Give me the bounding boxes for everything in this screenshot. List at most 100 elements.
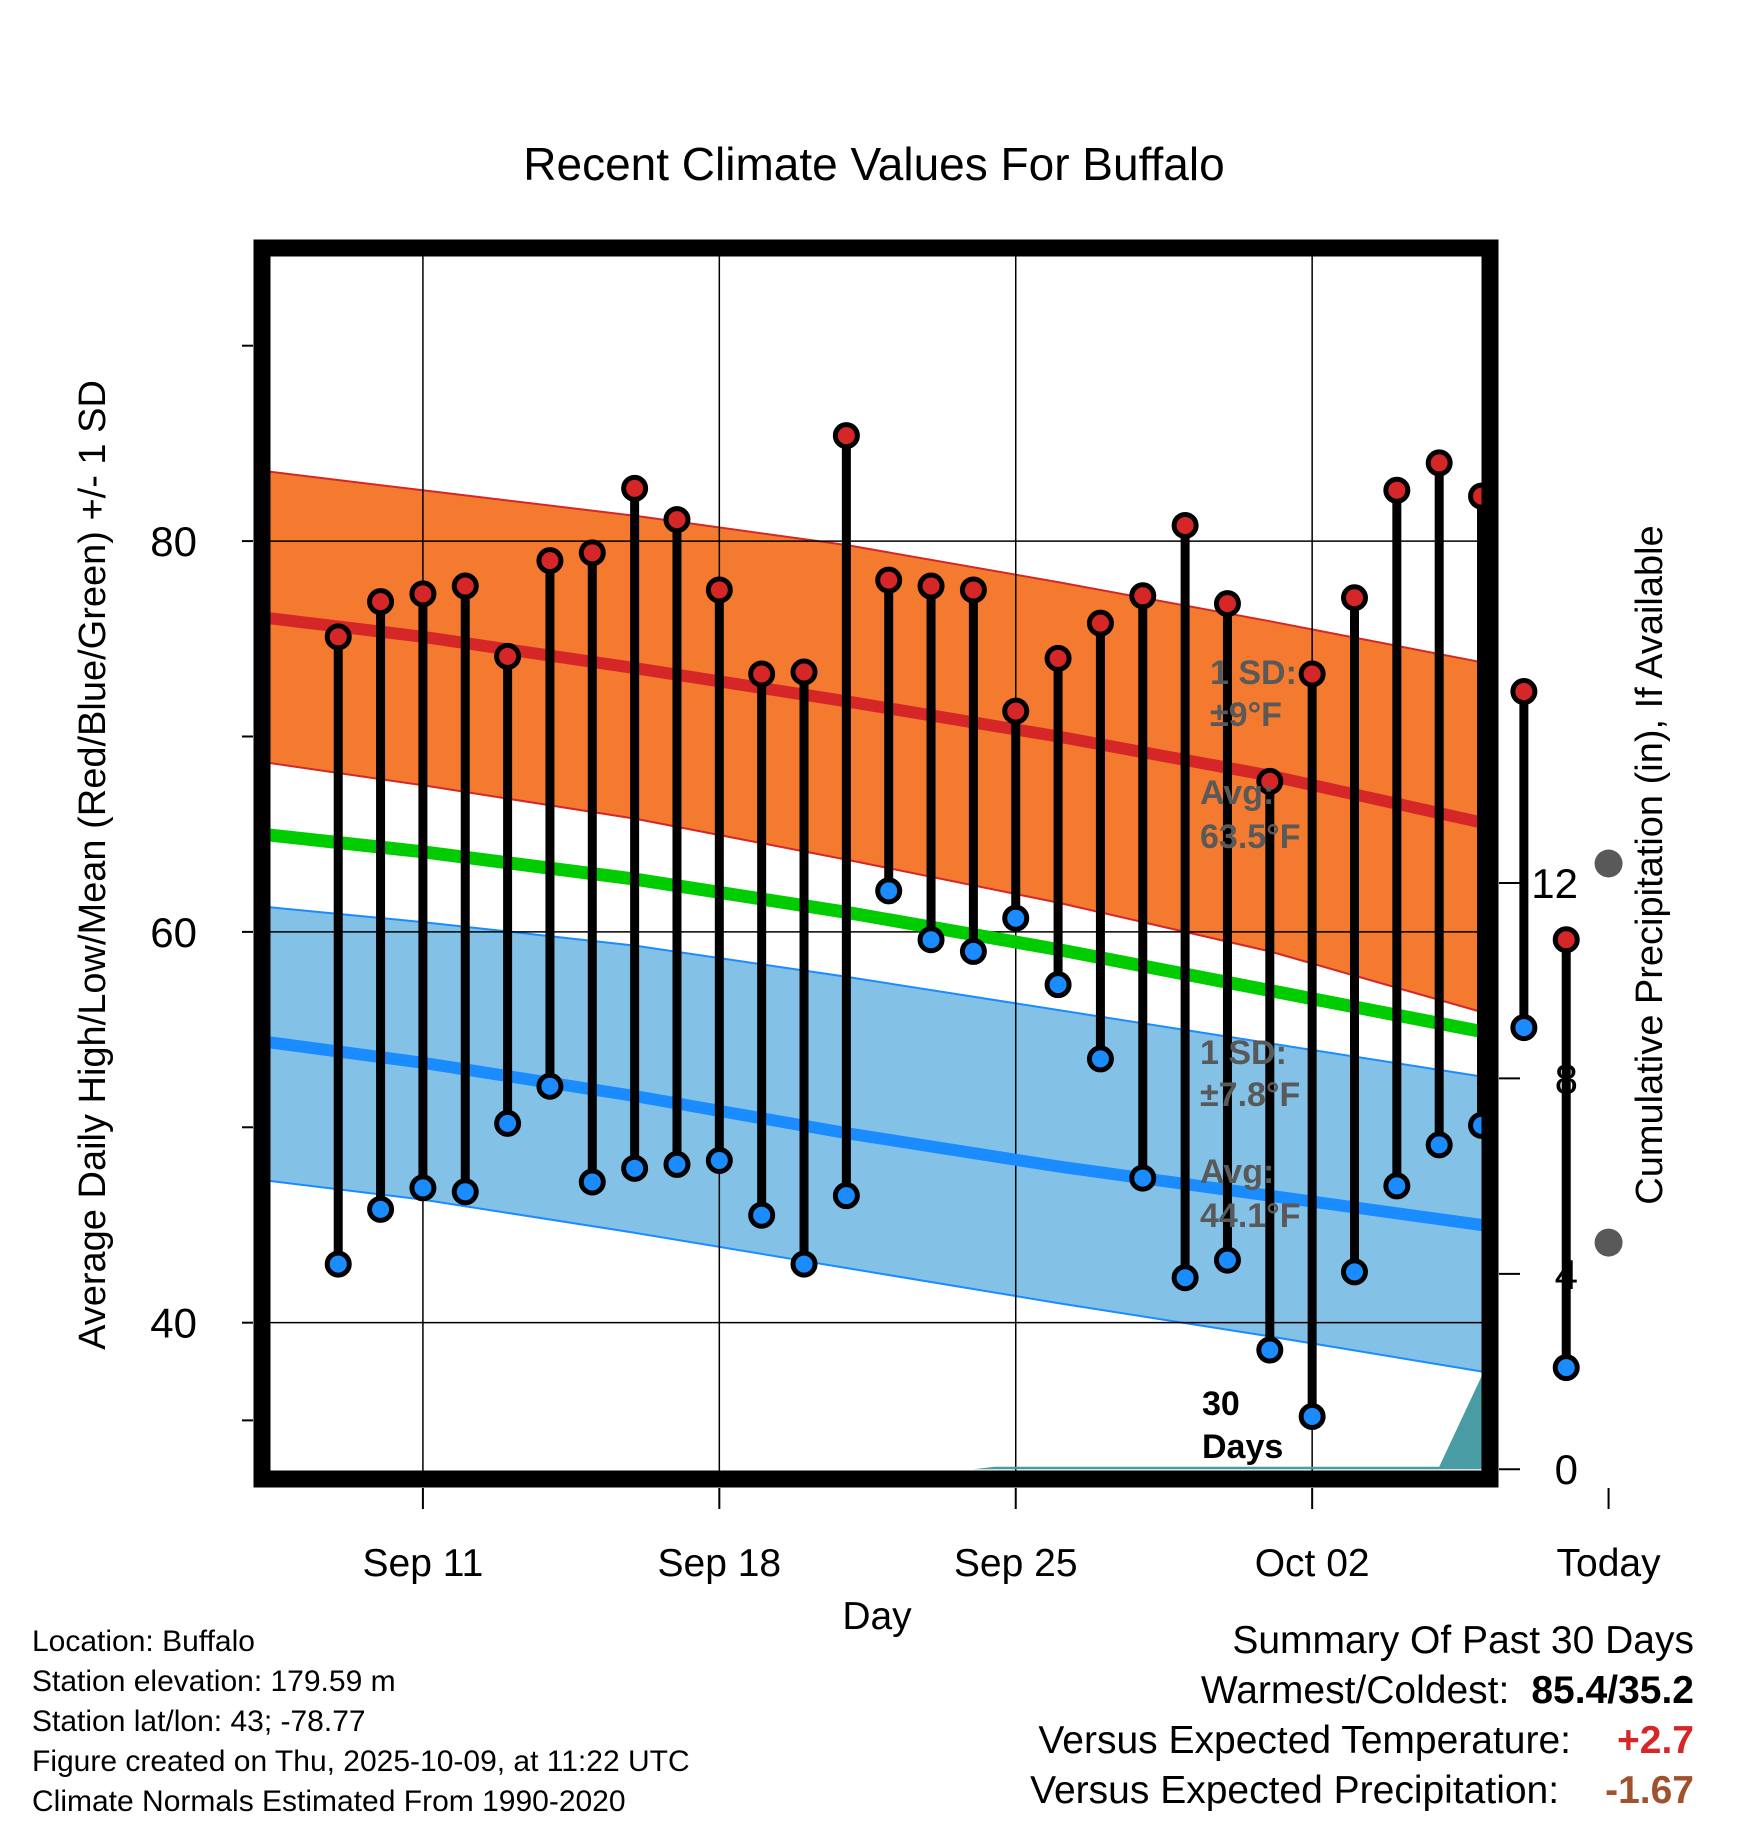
daily-high-point xyxy=(494,642,522,670)
daily-high-point xyxy=(832,422,860,450)
latlon-text: Station lat/lon: 43; -78.77 xyxy=(32,1705,366,1738)
daily-low-point xyxy=(1171,1264,1199,1292)
high-avg-marker xyxy=(1594,849,1623,878)
daily-low-point xyxy=(494,1109,522,1137)
x-tick-label: Sep 18 xyxy=(658,1542,782,1585)
daily-high-point xyxy=(875,566,903,594)
plot-frame xyxy=(253,239,1499,1488)
precipitation-area xyxy=(262,1376,1490,1470)
daily-low-point xyxy=(1510,1014,1538,1042)
mean-normal-line xyxy=(262,827,1490,1040)
daily-high-point xyxy=(1213,590,1241,618)
cumulative-precip-area xyxy=(262,1376,1490,1470)
daily-low-point xyxy=(1002,904,1030,932)
y2-tick-label: 12 xyxy=(1531,860,1578,907)
daily-low-point xyxy=(1552,1354,1580,1382)
x-axis-label: Day xyxy=(842,1595,912,1638)
precip-value: -1.67 xyxy=(1605,1769,1694,1812)
daily-low-point xyxy=(832,1182,860,1210)
y-tick-label: 80 xyxy=(150,518,197,565)
high-sd-upper-edge xyxy=(262,469,1490,665)
low-avg-value: 44.1°F xyxy=(1200,1197,1301,1235)
window-unit-label: Days xyxy=(1202,1428,1283,1466)
low-sd-value: ±7.8°F xyxy=(1200,1076,1300,1114)
summary-panel: Summary Of Past 30 Days Warmest/Coldest:… xyxy=(1030,1616,1694,1816)
x-tick-label: Sep 25 xyxy=(954,1542,1078,1585)
daily-high-point xyxy=(748,660,776,688)
low-avg-label: Avg: xyxy=(1200,1153,1274,1191)
daily-high-point xyxy=(451,572,479,600)
daily-low-point xyxy=(451,1178,479,1206)
daily-low-point xyxy=(324,1250,352,1278)
daily-low-point xyxy=(1340,1258,1368,1286)
x-tick-label: Oct 02 xyxy=(1255,1542,1370,1585)
low-normal-line xyxy=(262,1035,1490,1233)
low-sd-upper-edge xyxy=(262,905,1490,1079)
daily-high-point xyxy=(578,539,606,567)
high-sd-value: ±9°F xyxy=(1210,696,1282,734)
daily-high-point xyxy=(1044,644,1072,672)
daily-markers xyxy=(324,422,1580,1430)
daily-high-point xyxy=(790,658,818,686)
y-tick-label: 60 xyxy=(150,909,197,956)
daily-high-point xyxy=(621,474,649,502)
low-avg-marker xyxy=(1594,1228,1623,1257)
summary-warm-cold: Warmest/Coldest: 85.4/35.2 xyxy=(1030,1666,1694,1716)
low-sd-label: 1 SD: xyxy=(1200,1034,1287,1072)
window-count-label: 30 xyxy=(1202,1385,1240,1423)
daily-low-point xyxy=(1129,1164,1157,1192)
temp-label: Versus Expected Temperature: xyxy=(1038,1719,1571,1762)
daily-high-point xyxy=(409,580,437,608)
y-tick-label: 40 xyxy=(150,1300,197,1347)
location-text: Location: Buffalo xyxy=(32,1625,255,1658)
daily-low-point xyxy=(875,877,903,905)
daily-low-point xyxy=(748,1201,776,1229)
high-avg-label: Avg: xyxy=(1200,774,1274,812)
daily-low-point xyxy=(1213,1246,1241,1274)
y2-tick-label: 0 xyxy=(1555,1446,1578,1493)
x-tick-label: Sep 11 xyxy=(363,1542,484,1585)
daily-low-point xyxy=(536,1072,564,1100)
daily-low-point xyxy=(1256,1336,1284,1364)
daily-low-point xyxy=(409,1174,437,1202)
created-text: Figure created on Thu, 2025-10-09, at 11… xyxy=(32,1745,690,1778)
daily-high-point xyxy=(1383,476,1411,504)
precip-label: Versus Expected Precipitation: xyxy=(1030,1769,1560,1812)
daily-low-point xyxy=(1383,1172,1411,1200)
high-normal-line xyxy=(262,611,1490,831)
daily-low-point xyxy=(1044,971,1072,999)
low-sd-lower-edge xyxy=(262,1179,1490,1374)
annotations: 1 SD: ±9°F Avg: 63.5°F 1 SD: ±7.8°F Avg: 44.1°F… xyxy=(1200,654,1623,1466)
y-axis-label: Average Daily High/Low/Mean (Red/Blue/Gr… xyxy=(72,380,114,1350)
temp-value: +2.7 xyxy=(1617,1719,1694,1762)
daily-high-point xyxy=(1425,449,1453,477)
summary-title: Summary Of Past 30 Days xyxy=(1232,1619,1694,1662)
daily-low-point xyxy=(917,926,945,954)
station-info: Location: Buffalo Station elevation: 179… xyxy=(32,1622,690,1822)
normals-text: Climate Normals Estimated From 1990-2020 xyxy=(32,1785,626,1818)
high-sd-lower-edge xyxy=(262,760,1490,1015)
chart-title: Recent Climate Values For Buffalo xyxy=(523,138,1225,190)
y2-tick-label: 4 xyxy=(1555,1251,1578,1298)
daily-high-point xyxy=(1129,582,1157,610)
elevation-text: Station elevation: 179.59 m xyxy=(32,1665,396,1698)
x-tick-label: Today xyxy=(1557,1542,1662,1585)
warm-cold-label: Warmest/Coldest: xyxy=(1200,1669,1510,1712)
y2-axis-label: Cumulative Precipitation (in), If Availa… xyxy=(1629,525,1671,1204)
daily-low-point xyxy=(578,1168,606,1196)
daily-high-point xyxy=(1298,660,1326,688)
daily-high-point xyxy=(1002,697,1030,725)
daily-low-point xyxy=(790,1250,818,1278)
daily-low-point xyxy=(1298,1402,1326,1430)
daily-high-point xyxy=(367,588,395,616)
daily-high-point xyxy=(1340,584,1368,612)
summary-precip: Versus Expected Precipitation: -1.67 xyxy=(1030,1766,1694,1816)
daily-high-point xyxy=(1552,926,1580,954)
daily-high-point xyxy=(663,506,691,534)
high-sd-label: 1 SD: xyxy=(1210,654,1297,692)
daily-high-point xyxy=(1171,511,1199,539)
daily-high-point xyxy=(1510,678,1538,706)
daily-low-point xyxy=(1086,1045,1114,1073)
daily-low-point xyxy=(705,1147,733,1175)
